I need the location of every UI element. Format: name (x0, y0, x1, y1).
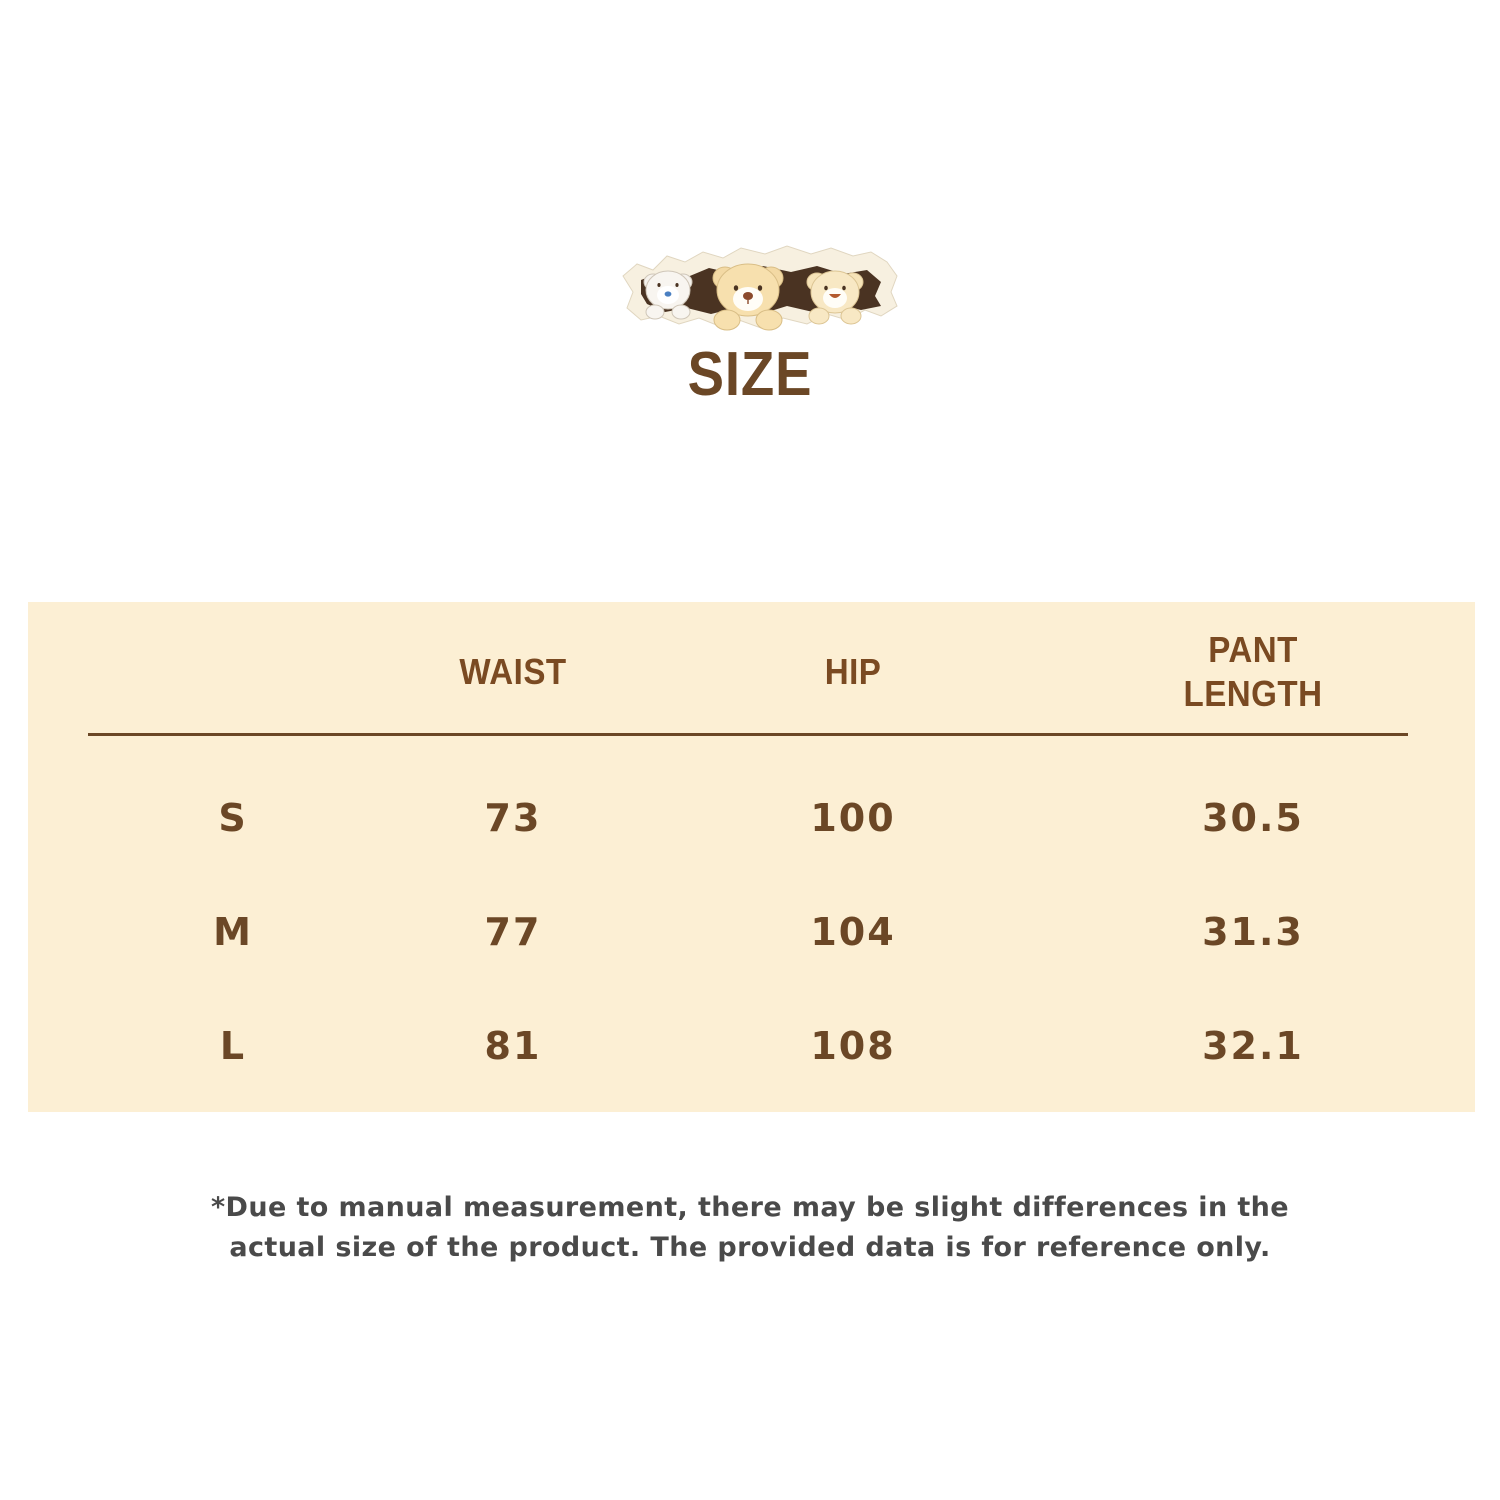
cell-waist: 73 (484, 796, 542, 840)
brown-nose-icon (743, 292, 753, 300)
disclaimer-line-2: actual size of the product. The provided… (229, 1232, 1271, 1263)
white-bear-left (643, 270, 693, 320)
tan-bear-center (712, 263, 784, 331)
header-divider (88, 733, 1408, 736)
column-header-hip: HIP (824, 651, 882, 692)
cell-hip: 104 (810, 910, 896, 954)
column-header-pant-length: PANT LENGTH (1110, 622, 1395, 722)
measurement-disclaimer: *Due to manual measurement, there may be… (180, 1188, 1320, 1268)
cell-size: L (219, 1024, 247, 1068)
column-header-size (127, 622, 339, 722)
three-bears-illustration (622, 245, 898, 331)
disclaimer-line-1: *Due to manual measurement, there may be… (210, 1192, 1289, 1223)
open-mouth-icon (829, 294, 841, 298)
cell-pant-length: 30.5 (1202, 796, 1304, 840)
cell-hip: 108 (810, 1024, 896, 1068)
cell-hip: 100 (810, 796, 896, 840)
light-tan-bear-right (806, 270, 864, 325)
header-illustration (615, 238, 905, 338)
cell-size: M (213, 910, 253, 954)
blue-nose-icon (664, 291, 672, 297)
pant-length-line-2: LENGTH (1183, 673, 1323, 714)
cell-waist: 77 (484, 910, 542, 954)
size-table: WAIST HIP PANT LENGTH S 73 100 30.5 M 77… (28, 602, 1475, 1112)
pant-length-line-1: PANT (1208, 629, 1298, 670)
cell-size: S (218, 796, 248, 840)
column-header-waist: WAIST (459, 651, 567, 692)
page-title: SIZE (687, 340, 813, 409)
cell-pant-length: 31.3 (1202, 910, 1304, 954)
cell-waist: 81 (484, 1024, 542, 1068)
cell-pant-length: 32.1 (1202, 1024, 1304, 1068)
